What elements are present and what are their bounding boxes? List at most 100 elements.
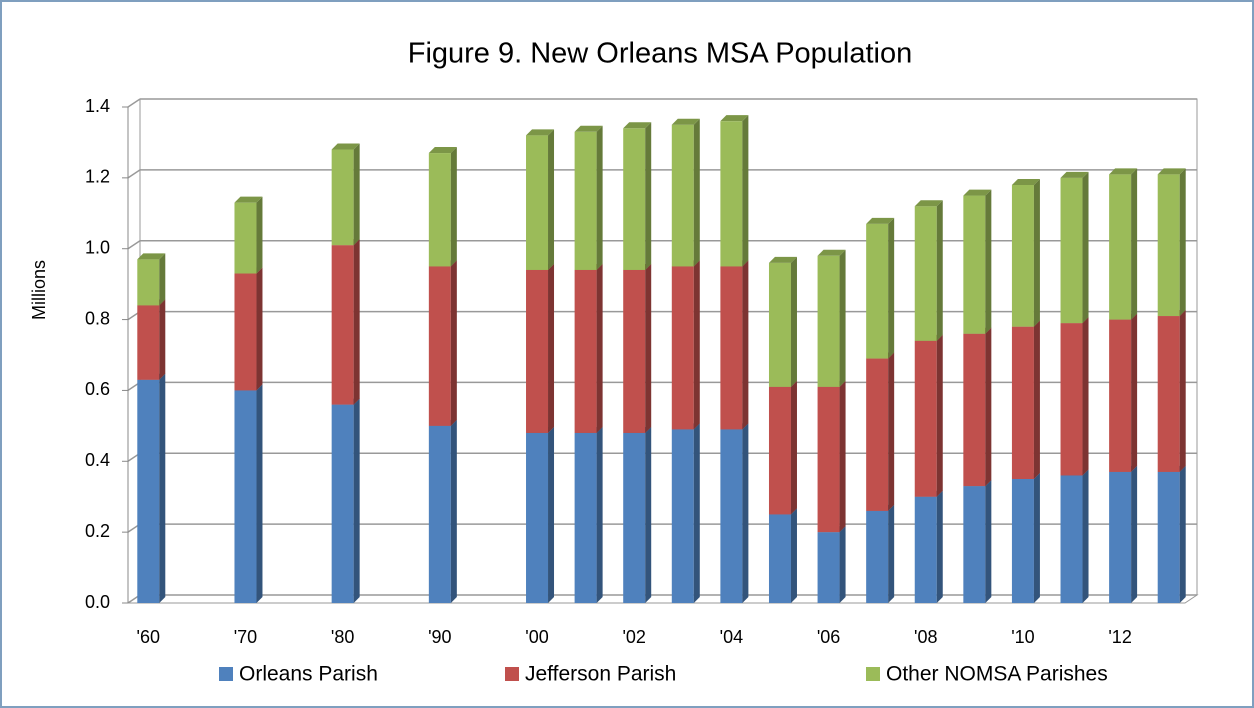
bar <box>526 426 555 603</box>
y-tick-label: 1.4 <box>85 96 110 116</box>
bar <box>331 398 360 603</box>
legend-swatch <box>866 667 880 681</box>
bar-side <box>645 263 652 433</box>
x-tick-label: '08 <box>914 627 937 647</box>
bar-side <box>742 260 749 430</box>
bar-front <box>1157 471 1180 603</box>
bar-side <box>790 380 797 515</box>
bar <box>1109 313 1138 472</box>
bar <box>1157 310 1186 472</box>
bar-side <box>1179 465 1186 603</box>
bar-side <box>693 260 700 430</box>
bar-top <box>526 129 555 136</box>
bar-top <box>671 118 700 125</box>
bar <box>963 189 992 334</box>
y-tick-label: 0.4 <box>85 450 110 470</box>
bar-side <box>790 256 797 387</box>
bar-top <box>1011 178 1040 185</box>
bar <box>963 480 992 603</box>
legend-label: Other NOMSA Parishes <box>886 663 1108 686</box>
bar-front <box>623 432 646 603</box>
bar-side <box>1179 310 1186 472</box>
bar-front <box>817 255 840 387</box>
bar <box>137 373 166 603</box>
grid-line <box>127 169 141 179</box>
grid-line <box>127 240 141 250</box>
bar-front <box>720 121 743 267</box>
bar-front <box>428 153 451 267</box>
bar-front <box>137 259 160 306</box>
bar-front <box>671 429 694 603</box>
y-tick-label: 0.0 <box>85 592 110 612</box>
x-tick-label: '90 <box>428 627 451 647</box>
bar-side <box>1131 313 1138 472</box>
bar <box>914 334 943 497</box>
y-axis-label: Millions <box>29 260 49 320</box>
bar-front <box>1011 479 1034 603</box>
bar-side <box>888 504 895 603</box>
y-tick-label: 0.6 <box>85 379 110 399</box>
bar <box>623 426 652 603</box>
bar <box>866 352 895 511</box>
bar <box>671 118 700 267</box>
bar-front <box>866 358 889 511</box>
bar-side <box>1033 178 1040 327</box>
bar-front <box>963 195 986 334</box>
y-tick-label: 1.0 <box>85 237 110 257</box>
bar-top <box>866 217 895 224</box>
bar <box>1060 171 1089 324</box>
bar-side <box>936 334 943 497</box>
x-tick-label: '02 <box>622 627 645 647</box>
bar <box>234 267 263 391</box>
bar-side <box>353 398 360 603</box>
bar-side <box>742 115 749 267</box>
bar-top <box>623 122 652 129</box>
bar-front <box>234 202 257 274</box>
bar-front <box>720 429 743 603</box>
bar-top <box>137 253 166 260</box>
bar <box>1060 469 1089 603</box>
bar-front <box>623 269 646 433</box>
bar-side <box>1131 465 1138 603</box>
bar-front <box>768 262 791 387</box>
bar <box>1157 168 1186 317</box>
bar-front <box>720 266 743 430</box>
bar <box>963 327 992 487</box>
bar-side <box>256 196 263 274</box>
bar <box>526 263 555 433</box>
x-tick-label: '00 <box>525 627 548 647</box>
bar <box>1011 320 1040 479</box>
bar-side <box>548 263 555 433</box>
bar-side <box>450 147 457 267</box>
bar-front <box>623 128 646 270</box>
bar-front <box>1011 184 1034 327</box>
bar <box>1011 178 1040 327</box>
bar-top <box>963 189 992 196</box>
grid-line <box>127 98 141 108</box>
bar <box>817 249 846 387</box>
bar <box>137 253 166 306</box>
bar <box>1011 473 1040 603</box>
bar <box>137 299 166 380</box>
bar <box>331 143 360 246</box>
bar-front <box>671 124 694 267</box>
bar-side <box>256 384 263 603</box>
bar <box>866 504 895 603</box>
bar-front <box>1011 326 1034 479</box>
bar-front <box>574 131 597 270</box>
bar-front <box>234 273 257 391</box>
bar-side <box>985 327 992 487</box>
bar-side <box>1082 171 1089 324</box>
bar <box>574 426 603 603</box>
bar-front <box>331 149 354 246</box>
bar-front <box>1060 177 1083 324</box>
bar <box>234 196 263 274</box>
bar-front <box>768 386 791 515</box>
bar-front <box>866 510 889 603</box>
y-tick-label: 0.2 <box>85 521 110 541</box>
bar-top <box>914 200 943 207</box>
bar-top <box>428 147 457 154</box>
bar-front <box>768 514 791 603</box>
chart-title: Figure 9. New Orleans MSA Population <box>408 38 913 70</box>
